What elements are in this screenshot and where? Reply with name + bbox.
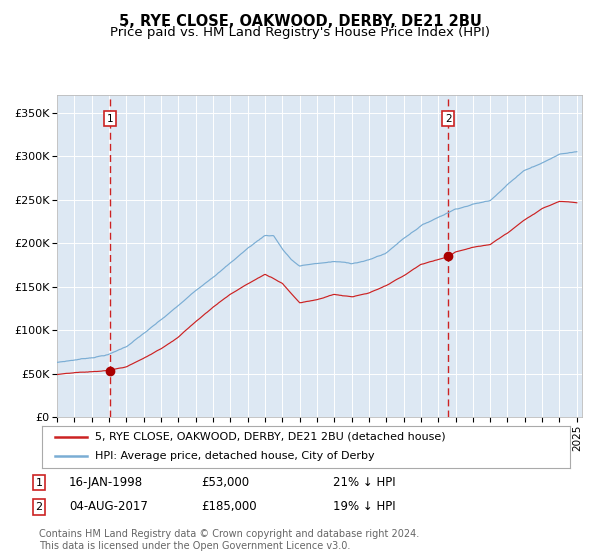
Text: 21% ↓ HPI: 21% ↓ HPI	[333, 476, 395, 489]
Text: 5, RYE CLOSE, OAKWOOD, DERBY, DE21 2BU: 5, RYE CLOSE, OAKWOOD, DERBY, DE21 2BU	[119, 14, 481, 29]
Text: 2: 2	[445, 114, 452, 124]
Text: 1: 1	[35, 478, 43, 488]
Text: 5, RYE CLOSE, OAKWOOD, DERBY, DE21 2BU (detached house): 5, RYE CLOSE, OAKWOOD, DERBY, DE21 2BU (…	[95, 432, 445, 442]
Text: 19% ↓ HPI: 19% ↓ HPI	[333, 500, 395, 514]
Text: 04-AUG-2017: 04-AUG-2017	[69, 500, 148, 514]
Text: 2: 2	[35, 502, 43, 512]
Text: 16-JAN-1998: 16-JAN-1998	[69, 476, 143, 489]
Text: £53,000: £53,000	[201, 476, 249, 489]
Text: £185,000: £185,000	[201, 500, 257, 514]
Text: Contains HM Land Registry data © Crown copyright and database right 2024.
This d: Contains HM Land Registry data © Crown c…	[39, 529, 419, 551]
Text: HPI: Average price, detached house, City of Derby: HPI: Average price, detached house, City…	[95, 451, 374, 461]
Text: Price paid vs. HM Land Registry's House Price Index (HPI): Price paid vs. HM Land Registry's House …	[110, 26, 490, 39]
Text: 1: 1	[106, 114, 113, 124]
